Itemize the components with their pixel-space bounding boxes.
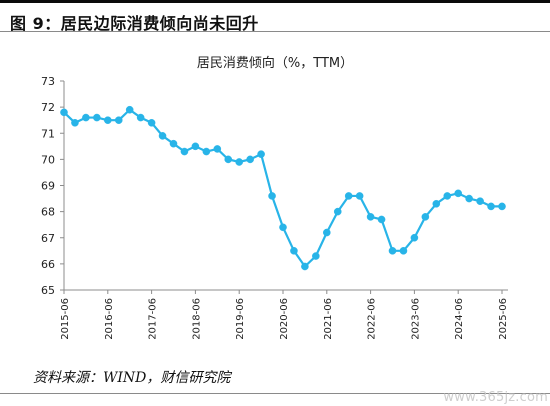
series-point [290, 247, 298, 255]
x-tick-label: 2015-06 [60, 298, 71, 340]
series-point [235, 158, 243, 166]
series-point [147, 119, 156, 127]
series-point [465, 194, 473, 203]
x-tick-label: 2022-06 [367, 298, 378, 340]
figure-title: 图 9：居民边际消费倾向尚未回升 [10, 14, 259, 33]
series-point [180, 147, 189, 156]
chart-container: 居民消费倾向（%，TTM） 65 66 67 68 69 70 71 72 73 2015-06 2… [8, 36, 542, 346]
x-tick-label: 2017-06 [148, 298, 159, 340]
x-tick-label: 2020-06 [279, 298, 290, 340]
source-note: 资料来源：WIND，财信研究院 [33, 370, 231, 386]
watermark: www.365jz.com [443, 390, 548, 405]
series-point [136, 113, 145, 122]
y-tick-label: 65 [41, 284, 55, 297]
plot-area: 65 66 67 68 69 70 71 72 73 2015-06 2016-06 2017-06 2… [41, 75, 509, 340]
series-point [388, 247, 397, 255]
top-rule [0, 0, 550, 3]
series-point [410, 233, 419, 242]
series-point [443, 192, 452, 200]
series-point [82, 113, 90, 122]
x-tick-label: 2016-06 [104, 298, 115, 340]
series-point [377, 215, 386, 224]
series-point [312, 252, 320, 260]
series-point [158, 132, 167, 140]
series-point [279, 223, 287, 232]
series-point [224, 155, 233, 164]
series-point [399, 247, 408, 255]
chart-title: 居民消费倾向（%，TTM） [197, 55, 353, 71]
series-line [62, 108, 504, 268]
series-point [333, 207, 342, 216]
series-point [191, 142, 200, 151]
series-point [322, 228, 331, 237]
series-point [421, 213, 430, 221]
x-tick-label: 2021-06 [323, 298, 334, 340]
series-point [268, 192, 276, 200]
x-tick-label: 2019-06 [235, 298, 246, 340]
x-tick-label: 2023-06 [410, 298, 421, 340]
y-tick-label: 71 [41, 127, 55, 140]
series-point [301, 262, 309, 271]
x-tick-label: 2024-06 [454, 298, 465, 340]
series-point [202, 147, 211, 156]
y-tick-label: 70 [41, 153, 55, 166]
y-tick-label: 72 [41, 101, 55, 114]
series-point [498, 202, 506, 211]
y-tick-label: 68 [41, 206, 55, 219]
series-point [246, 155, 254, 164]
series-point [60, 108, 68, 117]
bottom-rule [0, 393, 550, 394]
line-chart: 居民消费倾向（%，TTM） 65 66 67 68 69 70 71 72 73 2015-06 2… [41, 55, 509, 340]
series-point [213, 145, 222, 153]
series-point [454, 189, 463, 198]
series-point [93, 113, 101, 122]
x-tick-label: 2025-06 [498, 298, 509, 340]
y-tick-label: 73 [41, 75, 55, 88]
series-point [487, 202, 495, 211]
y-tick-label: 67 [41, 232, 55, 245]
series-point [125, 105, 134, 114]
series-point [71, 119, 79, 127]
series-point [104, 116, 112, 124]
series-point [366, 213, 375, 221]
series-point [114, 116, 123, 124]
x-tick-label: 2018-06 [191, 298, 202, 340]
title-rule [0, 31, 550, 32]
series-point [257, 150, 265, 158]
series-point [432, 199, 441, 208]
y-tick-label: 69 [41, 180, 55, 193]
y-tick-label: 66 [41, 258, 55, 271]
series-point [169, 139, 178, 148]
series-point [355, 192, 364, 200]
series-point [476, 197, 484, 205]
series-point [344, 192, 353, 200]
